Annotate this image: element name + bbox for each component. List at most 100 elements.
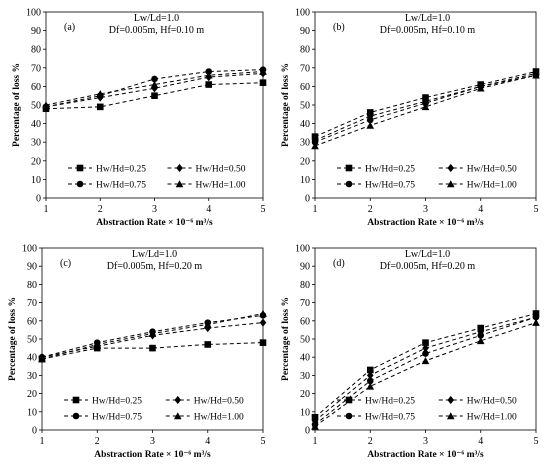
data-point bbox=[477, 332, 485, 339]
data-point bbox=[421, 357, 430, 365]
legend-marker bbox=[345, 396, 353, 404]
legend-label: Hw/Hd=0.75 bbox=[365, 181, 415, 191]
legend-entry: Hw/Hd=0.25 bbox=[337, 397, 415, 407]
data-point bbox=[366, 382, 375, 390]
data-point bbox=[203, 320, 212, 328]
y-axis-label: Percentage of loss % bbox=[281, 297, 291, 381]
legend-entry: Hw/Hd=0.25 bbox=[337, 165, 415, 175]
data-point bbox=[366, 377, 374, 385]
data-point bbox=[476, 337, 485, 345]
y-tick-label: 10 bbox=[27, 407, 37, 418]
x-tick-label: 2 bbox=[98, 204, 103, 215]
y-tick-label: 80 bbox=[27, 280, 37, 291]
legend-marker bbox=[447, 395, 455, 405]
series-line-1 bbox=[45, 72, 264, 108]
x-tick-label: 2 bbox=[368, 436, 373, 447]
chart-panel-3: 0 10 20 30 40 50 60 70 80 90 100 1 2 3 4 5 Abstraction R… bbox=[281, 244, 540, 460]
legend-entry: Hw/Hd=0.25 bbox=[64, 397, 142, 407]
legend-marker bbox=[173, 412, 182, 420]
y-tick-label: 60 bbox=[31, 82, 41, 93]
x-axis-label: Abstraction Rate × 10⁻⁶ m³/s bbox=[367, 450, 484, 460]
y-tick-label: 10 bbox=[300, 407, 310, 418]
legend-label: Hw/Hd=0.50 bbox=[196, 165, 246, 175]
data-point bbox=[259, 309, 267, 317]
annotation-text: Df=0.005m, Hf=0.20 m bbox=[107, 261, 203, 272]
legend-marker bbox=[447, 163, 455, 173]
legend-entry: Hw/Hd=0.75 bbox=[337, 181, 415, 191]
legend-label: Hw/Hd=0.25 bbox=[365, 397, 415, 407]
x-tick-label: 3 bbox=[150, 436, 155, 447]
x-tick-label: 2 bbox=[368, 204, 373, 215]
series-line-0 bbox=[45, 82, 264, 110]
annotation-text: Df=0.005m, Hf=0.20 m bbox=[380, 261, 476, 272]
y-tick-label: 90 bbox=[300, 26, 310, 37]
x-tick-label: 4 bbox=[206, 204, 211, 215]
legend-label: Hw/Hd=1.00 bbox=[467, 181, 517, 191]
annotation-text: Df=0.005m, Hf=0.10 m bbox=[380, 25, 476, 36]
data-point bbox=[96, 103, 104, 111]
legend-entry: Hw/Hd=0.50 bbox=[167, 163, 246, 175]
chart-panel-1: 0 10 20 30 40 50 60 70 80 90 100 1 2 3 4 5 Abstraction R… bbox=[281, 8, 540, 228]
legend-marker bbox=[446, 180, 455, 188]
data-point bbox=[366, 366, 374, 374]
data-point bbox=[311, 416, 319, 425]
y-tick-label: 60 bbox=[27, 316, 37, 327]
y-tick-label: 50 bbox=[31, 101, 41, 112]
legend-marker bbox=[76, 180, 84, 188]
y-tick-label: 70 bbox=[31, 63, 41, 74]
y-tick-label: 0 bbox=[36, 194, 41, 205]
legend-label: Hw/Hd=0.75 bbox=[96, 181, 146, 191]
legend-entry: Hw/Hd=0.50 bbox=[438, 395, 517, 407]
data-point bbox=[205, 81, 213, 88]
legend-entry: Hw/Hd=0.75 bbox=[68, 181, 146, 191]
data-point bbox=[149, 344, 156, 352]
annotation-text: Lw/Ld=1.0 bbox=[405, 13, 450, 24]
x-axis-label: Abstraction Rate × 10⁻⁶ m³/s bbox=[96, 218, 213, 228]
legend-marker bbox=[72, 396, 80, 404]
panel-label: (b) bbox=[333, 22, 345, 33]
legend-label: Hw/Hd=0.25 bbox=[96, 165, 146, 175]
series-line-3 bbox=[45, 71, 264, 106]
chart-panel-0: 0 10 20 30 40 50 60 70 80 90 100 1 2 3 4 5 Abstraction R… bbox=[12, 8, 267, 228]
y-tick-label: 30 bbox=[300, 138, 310, 149]
legend-label: Hw/Hd=0.75 bbox=[365, 413, 415, 423]
x-tick-label: 5 bbox=[534, 204, 539, 215]
annotation-text: Lw/Ld=1.0 bbox=[134, 13, 179, 24]
legend-entry: Hw/Hd=0.25 bbox=[68, 165, 146, 175]
series-line-3 bbox=[314, 322, 537, 427]
y-axis-label: Percentage of loss % bbox=[8, 297, 18, 381]
x-axis-label: Abstraction Rate × 10⁻⁶ m³/s bbox=[367, 218, 484, 228]
x-tick-label: 5 bbox=[534, 436, 539, 447]
data-point bbox=[42, 101, 50, 109]
data-point bbox=[311, 422, 319, 430]
legend-label: Hw/Hd=1.00 bbox=[467, 413, 517, 423]
y-tick-label: 0 bbox=[32, 426, 37, 437]
x-tick-label: 5 bbox=[261, 436, 266, 447]
legend-entry: Hw/Hd=0.75 bbox=[337, 413, 415, 423]
data-point bbox=[422, 344, 429, 353]
data-point bbox=[476, 84, 485, 92]
legend-label: Hw/Hd=1.00 bbox=[194, 413, 244, 423]
legend-entry: Hw/Hd=0.50 bbox=[165, 395, 244, 407]
data-point bbox=[422, 339, 429, 346]
panel-label: (d) bbox=[333, 258, 345, 269]
y-tick-label: 10 bbox=[31, 175, 41, 186]
data-point bbox=[150, 80, 159, 88]
legend-label: Hw/Hd=0.25 bbox=[92, 397, 142, 407]
y-tick-label: 30 bbox=[300, 371, 310, 382]
data-point bbox=[96, 90, 105, 98]
data-point bbox=[204, 71, 213, 79]
y-tick-label: 50 bbox=[300, 101, 310, 112]
x-axis-label: Abstraction Rate × 10⁻⁶ m³/s bbox=[94, 450, 211, 460]
data-point bbox=[532, 313, 540, 321]
panel-label: (c) bbox=[60, 258, 71, 269]
y-tick-label: 70 bbox=[300, 63, 310, 74]
data-point bbox=[311, 142, 319, 150]
x-tick-label: 5 bbox=[261, 204, 266, 215]
legend-label: Hw/Hd=0.50 bbox=[467, 397, 517, 407]
legend-label: Hw/Hd=0.50 bbox=[467, 165, 517, 175]
x-tick-label: 1 bbox=[313, 436, 318, 447]
y-axis-label: Percentage of loss % bbox=[12, 63, 22, 147]
legend-entry: Hw/Hd=1.00 bbox=[438, 180, 517, 191]
